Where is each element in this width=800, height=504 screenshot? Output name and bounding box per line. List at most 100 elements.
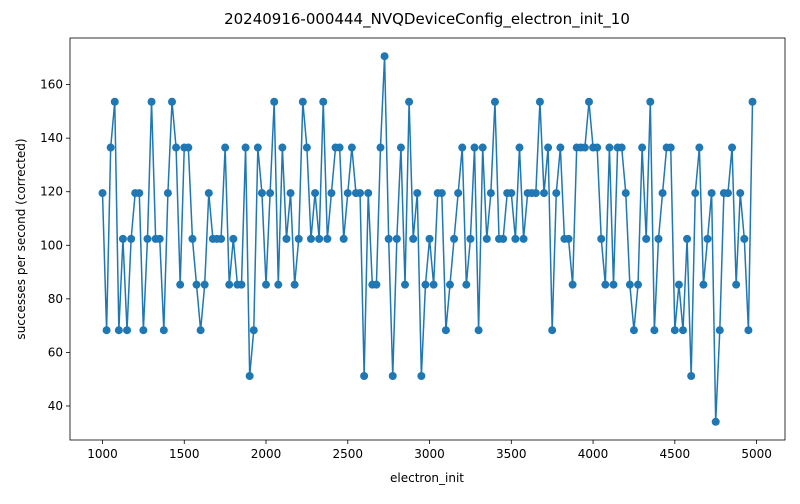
point [445, 280, 454, 289]
point [531, 189, 540, 198]
point [609, 280, 618, 289]
point [298, 97, 307, 106]
x-tick-label: 3000 [414, 447, 445, 461]
point [282, 234, 291, 243]
point [188, 234, 197, 243]
point [421, 280, 430, 289]
point [654, 234, 663, 243]
point [425, 234, 434, 243]
point [335, 143, 344, 152]
point [311, 189, 320, 198]
point [192, 280, 201, 289]
point [413, 189, 422, 198]
point [245, 371, 254, 380]
plot-frame [69, 37, 786, 441]
point [490, 97, 499, 106]
point [343, 189, 352, 198]
point [707, 189, 716, 198]
point [143, 234, 152, 243]
point [127, 234, 136, 243]
line [101, 56, 754, 422]
point [470, 143, 479, 152]
point [548, 326, 557, 335]
y-tick-label: 80 [48, 292, 63, 306]
point [315, 234, 324, 243]
point [474, 326, 483, 335]
point [638, 143, 647, 152]
point [384, 234, 393, 243]
y-tick-label: 40 [48, 399, 63, 413]
point [147, 97, 156, 106]
point [376, 143, 385, 152]
x-tick-label: 3500 [496, 447, 527, 461]
point [499, 234, 508, 243]
point [695, 143, 704, 152]
point [98, 189, 107, 198]
point [478, 143, 487, 152]
y-tick-label: 160 [40, 78, 63, 92]
point [597, 234, 606, 243]
point [229, 234, 238, 243]
point [687, 371, 696, 380]
point [102, 326, 111, 335]
point [417, 371, 426, 380]
point [744, 326, 753, 335]
point [621, 189, 630, 198]
point [167, 97, 176, 106]
point [184, 143, 193, 152]
point [736, 189, 745, 198]
point [380, 52, 389, 61]
point [200, 280, 209, 289]
point [237, 280, 246, 289]
point [535, 97, 544, 106]
point [155, 234, 164, 243]
point [437, 189, 446, 198]
point [364, 189, 373, 198]
point [642, 234, 651, 243]
point [691, 189, 700, 198]
point [409, 234, 418, 243]
point [114, 326, 123, 335]
point [625, 280, 634, 289]
point [249, 326, 258, 335]
point [458, 143, 467, 152]
point [172, 143, 181, 152]
point [728, 143, 737, 152]
point [401, 280, 410, 289]
x-tick-label: 2500 [333, 447, 364, 461]
point [196, 326, 205, 335]
point [723, 189, 732, 198]
y-axis-label: successes per second (corrected) [14, 138, 28, 339]
point [405, 97, 414, 106]
point [274, 280, 283, 289]
point [683, 234, 692, 243]
point [278, 143, 287, 152]
point [360, 371, 369, 380]
x-tick-label: 4500 [660, 447, 691, 461]
point [163, 189, 172, 198]
point [540, 189, 549, 198]
point [556, 143, 565, 152]
point [392, 234, 401, 243]
point [106, 143, 115, 152]
point [429, 280, 438, 289]
point [544, 143, 553, 152]
point [253, 143, 262, 152]
point [262, 280, 271, 289]
point [204, 189, 213, 198]
point [580, 143, 589, 152]
point [290, 280, 299, 289]
point [568, 280, 577, 289]
x-tick-label: 5000 [741, 447, 772, 461]
point [270, 97, 279, 106]
point [748, 97, 757, 106]
point [372, 280, 381, 289]
point [482, 234, 491, 243]
point [679, 326, 688, 335]
point [347, 143, 356, 152]
point [319, 97, 328, 106]
y-tick-label: 100 [40, 238, 63, 252]
point [396, 143, 405, 152]
point [159, 326, 168, 335]
point [294, 234, 303, 243]
